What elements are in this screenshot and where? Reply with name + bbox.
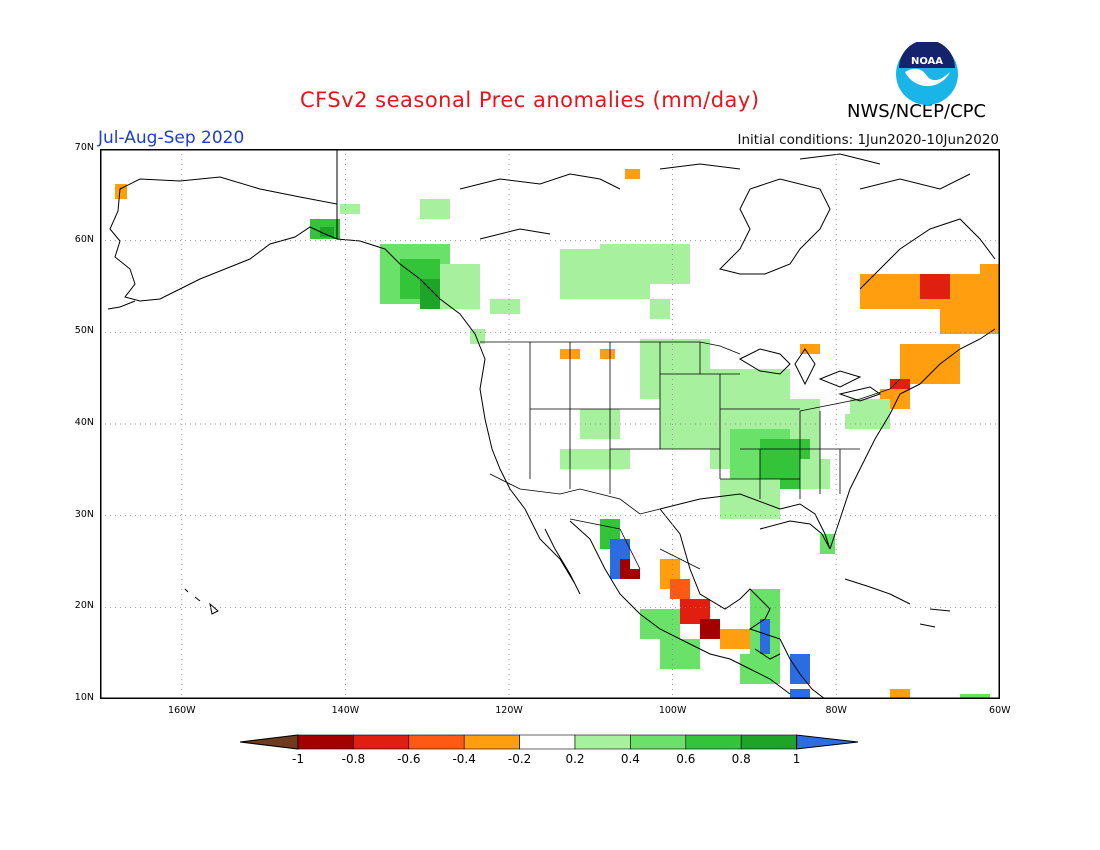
anomaly-cell — [760, 619, 770, 659]
colorbar — [240, 734, 859, 750]
graticule — [100, 149, 1000, 699]
colorbar-tick-label: 0.8 — [731, 752, 751, 766]
lat-label: 40N — [74, 417, 94, 428]
political-borders — [480, 341, 901, 570]
anomaly-cell — [940, 304, 1000, 334]
initial-conditions-label: Initial conditions: 1Jun2020-10Jun2020 — [737, 132, 999, 148]
anomaly-cell — [960, 694, 990, 699]
anomaly-cell — [620, 559, 630, 579]
lat-label: 70N — [74, 142, 94, 153]
anomaly-cell — [650, 299, 670, 319]
noaa-logo-icon: NOAA — [896, 42, 958, 105]
colorbar-tick-label: -0.4 — [452, 752, 476, 766]
anomaly-cell — [845, 414, 860, 429]
anomaly-cells — [115, 169, 1000, 699]
anomaly-cell — [600, 449, 630, 469]
anomaly-map — [99, 148, 1001, 700]
colorbar-tick-label: -0.2 — [507, 752, 532, 766]
lat-label: 10N — [74, 692, 94, 704]
anomaly-cell — [700, 619, 720, 639]
anomaly-cell — [900, 344, 960, 384]
colorbar-tick-label: 0.6 — [676, 752, 696, 766]
lon-label: 60W — [989, 705, 1011, 716]
colorbar-segment — [519, 734, 576, 750]
lat-label: 60N — [74, 233, 94, 245]
lat-label: 20N — [74, 600, 94, 612]
map-area — [99, 148, 1001, 700]
anomaly-cell — [560, 449, 600, 469]
anomaly-cell — [340, 204, 360, 214]
colorbar-segment — [408, 734, 465, 750]
colorbar-tick-label: 1 — [792, 752, 801, 766]
anomaly-cell — [490, 299, 520, 314]
anomaly-cell — [800, 459, 830, 489]
anomaly-cell — [600, 244, 690, 284]
anomaly-cell — [625, 169, 640, 179]
anomaly-cell — [720, 479, 780, 519]
colorbar-segment — [353, 734, 410, 750]
anomaly-cell — [600, 349, 615, 359]
map-title: CFSv2 seasonal Prec anomalies (mm/day) — [300, 88, 760, 112]
colorbar-arrow-left — [240, 734, 299, 750]
colorbar-tick-label: -0.8 — [341, 752, 366, 766]
colorbar-tick-label: -0.6 — [397, 752, 421, 766]
anomaly-cell — [630, 569, 640, 579]
lon-label: 120W — [495, 705, 523, 716]
anomaly-cell — [790, 654, 810, 684]
anomaly-cell — [720, 629, 750, 649]
colorbar-arrow-right — [796, 734, 859, 750]
anomaly-cell — [660, 639, 700, 669]
lon-label: 80W — [825, 705, 847, 716]
anomaly-cell — [420, 199, 450, 219]
colorbar-tick-label: 0.4 — [620, 752, 640, 766]
lon-label: 140W — [331, 705, 360, 716]
anomaly-cell — [320, 227, 334, 237]
colorbar-tick-label: -1 — [292, 752, 304, 766]
colorbar-tick-label: 0.2 — [565, 752, 585, 766]
anomaly-cell — [890, 689, 910, 699]
colorbar-segment — [463, 734, 520, 750]
anomaly-cell — [790, 689, 810, 699]
colorbar-segment — [740, 734, 797, 750]
anomaly-cell — [670, 579, 690, 599]
anomaly-cell — [420, 279, 440, 309]
anomaly-cell — [800, 344, 820, 354]
anomaly-cell — [115, 184, 127, 199]
lon-label: 160W — [168, 705, 196, 716]
lat-label: 30N — [74, 508, 94, 520]
season-label: Jul-Aug-Sep 2020 — [98, 128, 245, 148]
colorbar-segment — [574, 734, 631, 750]
anomaly-cell — [740, 654, 780, 684]
colorbar-segment — [685, 734, 742, 750]
agency-label: NWS/NCEP/CPC — [847, 101, 987, 122]
colorbar-segment — [297, 734, 354, 750]
colorbar-segment — [630, 734, 687, 750]
anomaly-cell — [640, 609, 680, 639]
coastlines — [107, 149, 996, 700]
logo-text: NOAA — [911, 56, 943, 67]
lon-label: 100W — [658, 705, 687, 716]
anomaly-cell — [440, 264, 480, 309]
lat-label: 50N — [74, 325, 94, 337]
anomaly-cell — [920, 274, 950, 299]
